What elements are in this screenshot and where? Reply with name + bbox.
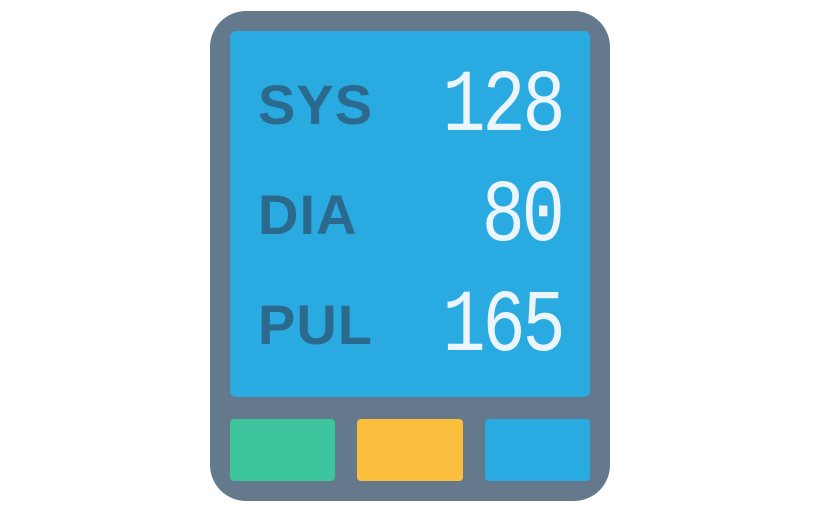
button-2[interactable]	[357, 419, 462, 481]
reading-row-sys: SYS 128	[258, 49, 562, 159]
button-row	[230, 419, 590, 481]
button-1[interactable]	[230, 419, 335, 481]
label-pul: PUL	[258, 292, 373, 357]
reading-row-dia: DIA 80	[258, 159, 562, 269]
bp-monitor-device: SYS 128 DIA 80 PUL 165	[210, 11, 610, 501]
value-dia: 80	[464, 166, 562, 262]
lcd-screen: SYS 128 DIA 80 PUL 165	[230, 31, 590, 397]
label-dia: DIA	[258, 182, 357, 247]
value-sys: 128	[416, 56, 562, 152]
label-sys: SYS	[258, 72, 373, 137]
reading-row-pul: PUL 165	[258, 269, 562, 379]
button-3[interactable]	[485, 419, 590, 481]
value-pul: 165	[416, 276, 562, 372]
